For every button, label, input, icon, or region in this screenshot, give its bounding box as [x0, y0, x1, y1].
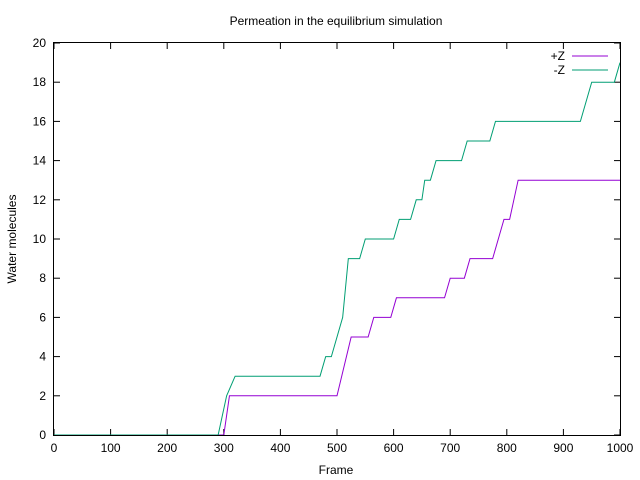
- series-line-minus-z: [54, 62, 621, 436]
- x-tick-label: 0: [51, 441, 58, 455]
- y-tick-label: 20: [33, 36, 47, 50]
- y-tick-label: 10: [33, 232, 47, 246]
- y-tick-label: 4: [39, 350, 46, 364]
- axis-ticks: 0 100 200 300 400 500 600 700 800 900 1000 0 2 4 6 8 10 1…: [33, 36, 634, 455]
- y-tick-label: 2: [39, 389, 46, 403]
- x-tick-label: 600: [384, 441, 404, 455]
- x-tick-label: 800: [497, 441, 517, 455]
- x-axis-label: Frame: [319, 463, 354, 477]
- y-tick-label: 8: [39, 271, 46, 285]
- legend-label: +Z: [551, 49, 565, 63]
- x-tick-label: 100: [101, 441, 121, 455]
- y-tick-label: 18: [33, 75, 47, 89]
- legend: +Z-Z: [551, 49, 608, 77]
- series-layer: [54, 62, 621, 436]
- y-tick-label: 0: [39, 428, 46, 442]
- plot-frame: [53, 42, 621, 436]
- y-tick-label: 6: [39, 310, 46, 324]
- y-axis-label: Water molecules: [5, 195, 19, 284]
- y-tick-label: 14: [33, 154, 47, 168]
- y-tick-label: 12: [33, 193, 47, 207]
- x-tick-label: 300: [214, 441, 234, 455]
- x-tick-label: 200: [157, 441, 177, 455]
- x-tick-label: 1000: [607, 441, 634, 455]
- series-line-plus-z: [54, 179, 620, 436]
- y-tick-label: 16: [33, 114, 47, 128]
- legend-label: -Z: [554, 63, 565, 77]
- x-tick-label: 400: [270, 441, 290, 455]
- chart-title: Permeation in the equilibrium simulation: [230, 14, 443, 28]
- x-tick-label: 700: [440, 441, 460, 455]
- x-tick-label: 900: [553, 441, 573, 455]
- x-tick-label: 500: [327, 441, 347, 455]
